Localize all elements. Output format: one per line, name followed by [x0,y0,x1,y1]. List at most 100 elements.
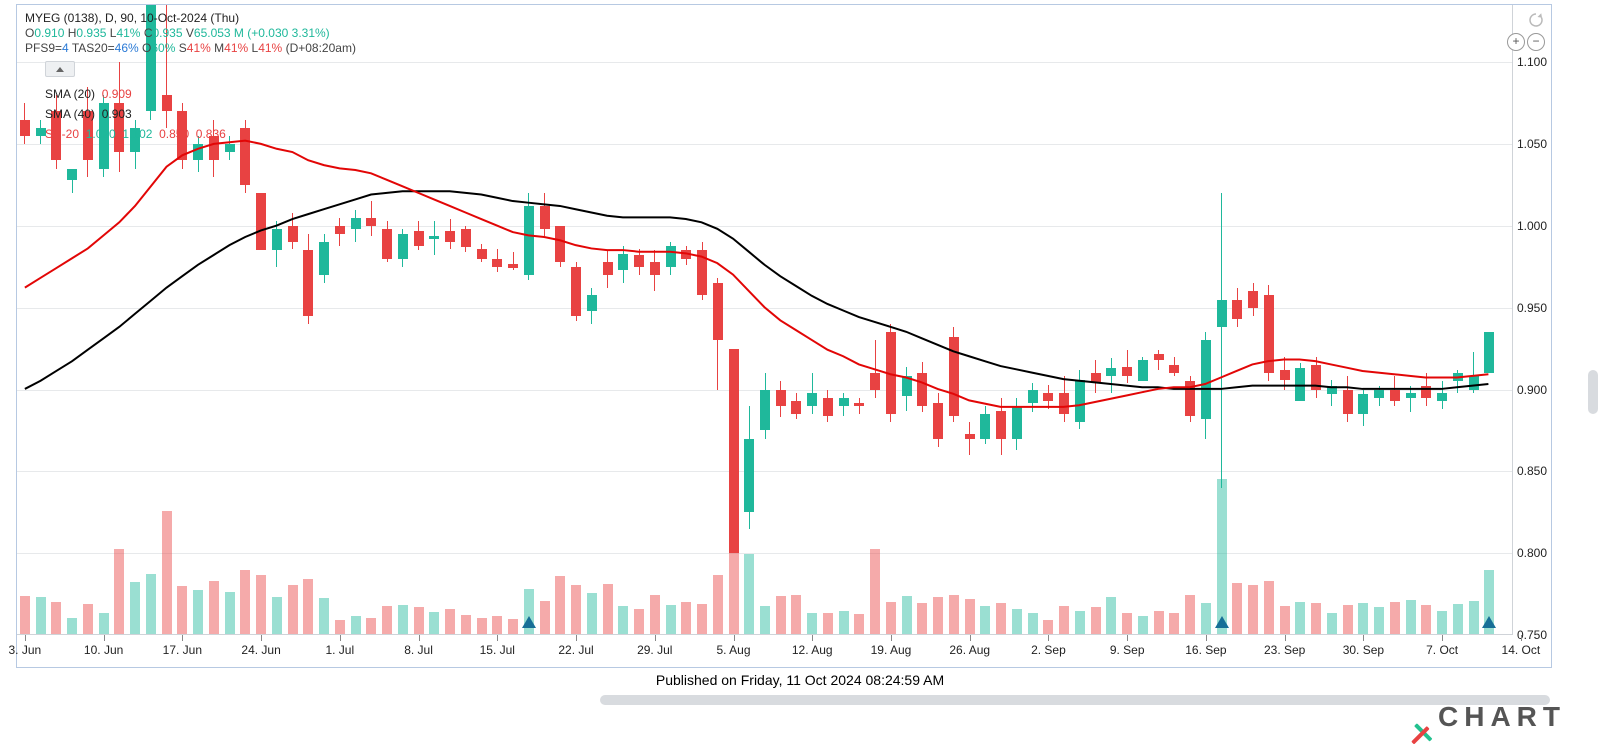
zoom-out-icon[interactable]: − [1527,33,1545,51]
refresh-icon[interactable] [1527,11,1545,29]
vertical-scrollbar-thumb[interactable] [1588,370,1598,414]
x-tick [1127,635,1128,641]
candle-body [1264,295,1274,374]
x-tick [734,635,735,641]
volume-bar [351,616,361,634]
volume-bar [1043,620,1053,634]
x-axis: 3. Jun10. Jun17. Jun24. Jun1. Jul8. Jul1… [17,635,1513,667]
volume-bar [980,606,990,634]
volume-bar [965,599,975,634]
volume-bar [807,613,817,634]
volume-bar [1437,611,1447,634]
candle-body [1059,393,1069,414]
volume-bar [697,604,707,634]
volume-bar [744,554,754,634]
candle-body [1390,390,1400,401]
horizontal-scrollbar-thumb[interactable] [600,695,1550,705]
volume-bar [492,616,502,634]
volume-bar [1201,603,1211,634]
candle-body [1406,393,1416,398]
volume-bar [335,620,345,634]
candle-body [886,332,896,414]
candle-body [335,226,345,234]
volume-bar [177,586,187,634]
volume-bar [902,596,912,634]
indicator-sma40: SMA (40) 0.903 [45,107,132,121]
candle-wick [859,398,860,414]
candle-body [1311,365,1321,390]
volume-bar [429,612,439,634]
y-tick-label: 0.850 [1517,464,1547,478]
candle-body [1248,291,1258,307]
x-tick [1442,635,1443,641]
x-tick [340,635,341,641]
candle-body [351,218,361,229]
candle-body [1043,393,1053,401]
published-footer: Published on Friday, 11 Oct 2024 08:24:5… [0,672,1600,688]
ma-overlay [17,5,1512,634]
y-tick-label: 1.100 [1517,55,1547,69]
candle-body [603,262,613,275]
y-tick-label: 0.950 [1517,301,1547,315]
l-value: 41% [116,26,140,40]
x-tick [891,635,892,641]
stamp: (D+08:20am) [286,41,356,55]
volume-bar [366,618,376,634]
x-tick-label: 8. Jul [404,643,433,657]
x-tick-label: 24. Jun [241,643,280,657]
x-tick [1048,635,1049,641]
x-tick-label: 15. Jul [480,643,515,657]
pct-change: (+0.030 3.31%) [247,26,329,40]
zoom-in-icon[interactable]: + [1507,33,1525,51]
volume-bar [1421,605,1431,634]
volume-bar [1280,606,1290,634]
x-tick-label: 17. Jun [163,643,202,657]
pfs-value: 4 [62,41,69,55]
signal-marker-icon [522,616,536,628]
volume-bar [461,615,471,634]
volume-bar [1185,595,1195,634]
candle-body [240,128,250,185]
candle-body [1028,390,1038,403]
volume-bar [1358,603,1368,634]
candle-body [1185,381,1195,415]
candle-body [193,144,203,160]
candle-body [555,226,565,262]
volume-bar [1075,611,1085,634]
pfs-label: PFS9= [25,41,62,55]
chart-frame: + − MYEG (0138), D, 90, 10-Oct-2024 (Thu… [16,4,1552,668]
candle-body [666,246,676,267]
candle-wick [1221,193,1222,488]
volume-bar [288,585,298,634]
candle-body [256,193,266,250]
o-label: O [25,26,34,40]
candle-body [697,250,707,294]
candle-body [1122,367,1132,377]
candle-body [477,249,487,259]
volume-bar [445,609,455,634]
candle-body [319,242,329,275]
volume-bar [1295,602,1305,634]
volume-bar [760,606,770,634]
x-tick-label: 26. Aug [949,643,990,657]
signal-marker-icon [1482,616,1496,628]
x-tick-label: 2. Sep [1031,643,1066,657]
candle-body [1106,368,1116,376]
x-tick [1521,635,1522,641]
gridline [17,62,1512,63]
price-plot-area[interactable] [17,5,1513,635]
candle-body [1453,373,1463,381]
candle-body [1232,300,1242,320]
candle-body [760,390,770,431]
volume-bar [1327,613,1337,634]
x-tick [25,635,26,641]
candle-body [729,349,739,554]
candle-body [933,403,943,439]
collapse-header-button[interactable] [45,61,75,77]
volume-bar [272,597,282,634]
volume-bar [477,618,487,634]
volume-bar [36,597,46,634]
volume-bar [1232,583,1242,634]
volume-bar [1154,611,1164,634]
volume-bar [1248,585,1258,634]
